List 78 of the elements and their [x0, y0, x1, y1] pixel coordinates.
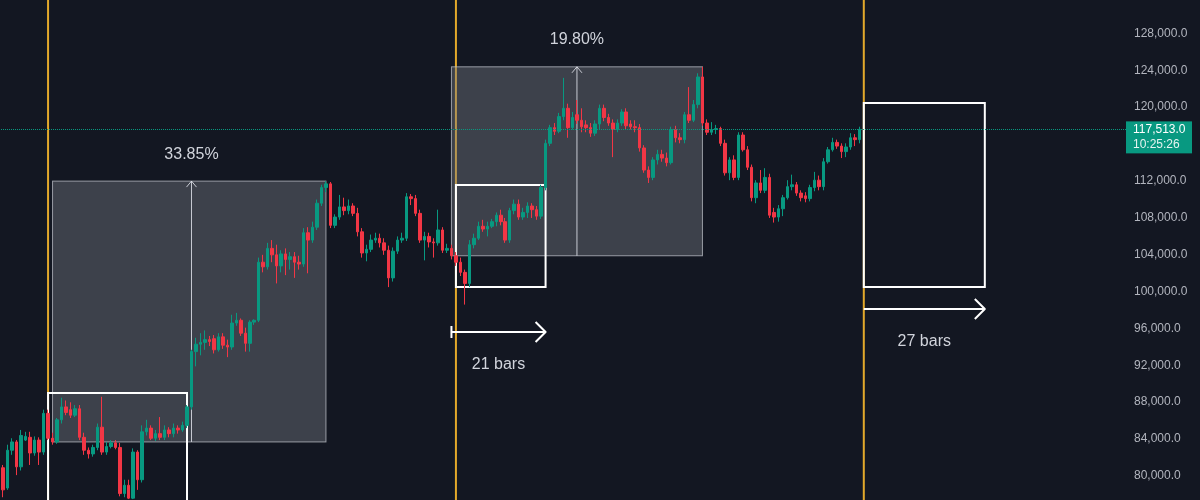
candlestick — [687, 86, 691, 124]
y-tick-label: 88,000.0 — [1134, 394, 1182, 409]
annotation: 33.85% — [164, 144, 219, 162]
candlestick — [149, 424, 153, 441]
candlestick — [73, 404, 77, 418]
y-tick-label: 112,000.0 — [1134, 173, 1187, 188]
y-tick-label: 92,000.0 — [1134, 357, 1182, 372]
candlestick — [212, 334, 216, 354]
candlestick — [288, 251, 292, 271]
y-tick-label: 96,000.0 — [1134, 320, 1182, 335]
candlestick — [33, 435, 36, 457]
candlestick — [423, 231, 426, 261]
candlestick — [248, 319, 252, 353]
candlestick — [127, 479, 130, 500]
text: 10:25:26 — [1133, 137, 1181, 152]
candlestick — [347, 199, 350, 215]
candlestick — [1, 464, 5, 498]
candlestick — [759, 169, 762, 194]
ref-line-label: 117,513.0 — [1133, 122, 1186, 137]
candlestick — [566, 103, 570, 139]
candlestick — [737, 131, 740, 181]
candlestick — [131, 447, 135, 500]
candlestick — [118, 442, 122, 497]
candlestick — [123, 479, 126, 498]
candlestick — [754, 179, 758, 204]
candlestick — [817, 175, 821, 191]
y-tick-label: 100,000.0 — [1134, 283, 1188, 298]
candlestick — [302, 227, 305, 268]
candlestick — [203, 329, 207, 351]
y-tick-label: 80,000.0 — [1134, 468, 1182, 483]
candlestick — [64, 399, 68, 416]
candlestick — [163, 424, 166, 441]
candlestick — [279, 249, 283, 273]
candlestick — [167, 426, 171, 438]
candlestick — [42, 409, 45, 456]
candlestick — [284, 247, 287, 276]
candlestick — [329, 181, 332, 229]
candlestick — [100, 396, 104, 456]
y-tick-label: 128,000.0 — [1134, 25, 1188, 40]
candlestick — [602, 104, 606, 122]
candlestick — [28, 431, 32, 466]
candlestick — [306, 226, 310, 274]
candlestick — [261, 254, 265, 273]
y-tick-label: 84,000.0 — [1134, 431, 1182, 446]
candlestick — [37, 436, 41, 466]
candlestick — [136, 449, 139, 491]
candlestick — [728, 156, 731, 181]
candlestick — [266, 242, 269, 271]
candlestick — [176, 424, 180, 435]
candlestick — [140, 424, 144, 483]
candlestick — [441, 226, 444, 254]
candlestick — [217, 332, 220, 353]
candlestick — [530, 202, 534, 219]
candlestick — [230, 314, 234, 351]
candlestick — [158, 416, 162, 441]
candlestick — [481, 219, 485, 233]
candlestick — [436, 209, 440, 247]
candlestick — [853, 133, 857, 147]
y-tick-label: 124,000.0 — [1134, 62, 1188, 77]
y-tick-label: 108,000.0 — [1134, 210, 1188, 225]
candlestick — [172, 423, 175, 438]
annotation: 21 bars — [471, 354, 526, 372]
candlestick — [154, 429, 157, 442]
y-tick-label: 104,000.0 — [1134, 246, 1188, 261]
candlestick — [660, 149, 664, 163]
candlestick — [445, 243, 449, 254]
candlestick — [342, 197, 346, 216]
candlestick — [15, 439, 18, 476]
annotation: 19.80% — [549, 30, 605, 48]
candlestick — [46, 409, 50, 441]
candlestick — [517, 199, 520, 221]
annotation: 27 bars — [897, 331, 951, 349]
candlestick — [611, 118, 615, 158]
y-tick-label: 120,000.0 — [1134, 99, 1188, 114]
candlestick — [763, 167, 767, 194]
candlestick — [19, 429, 23, 472]
candlestick — [732, 154, 736, 181]
candlestick — [624, 107, 628, 130]
